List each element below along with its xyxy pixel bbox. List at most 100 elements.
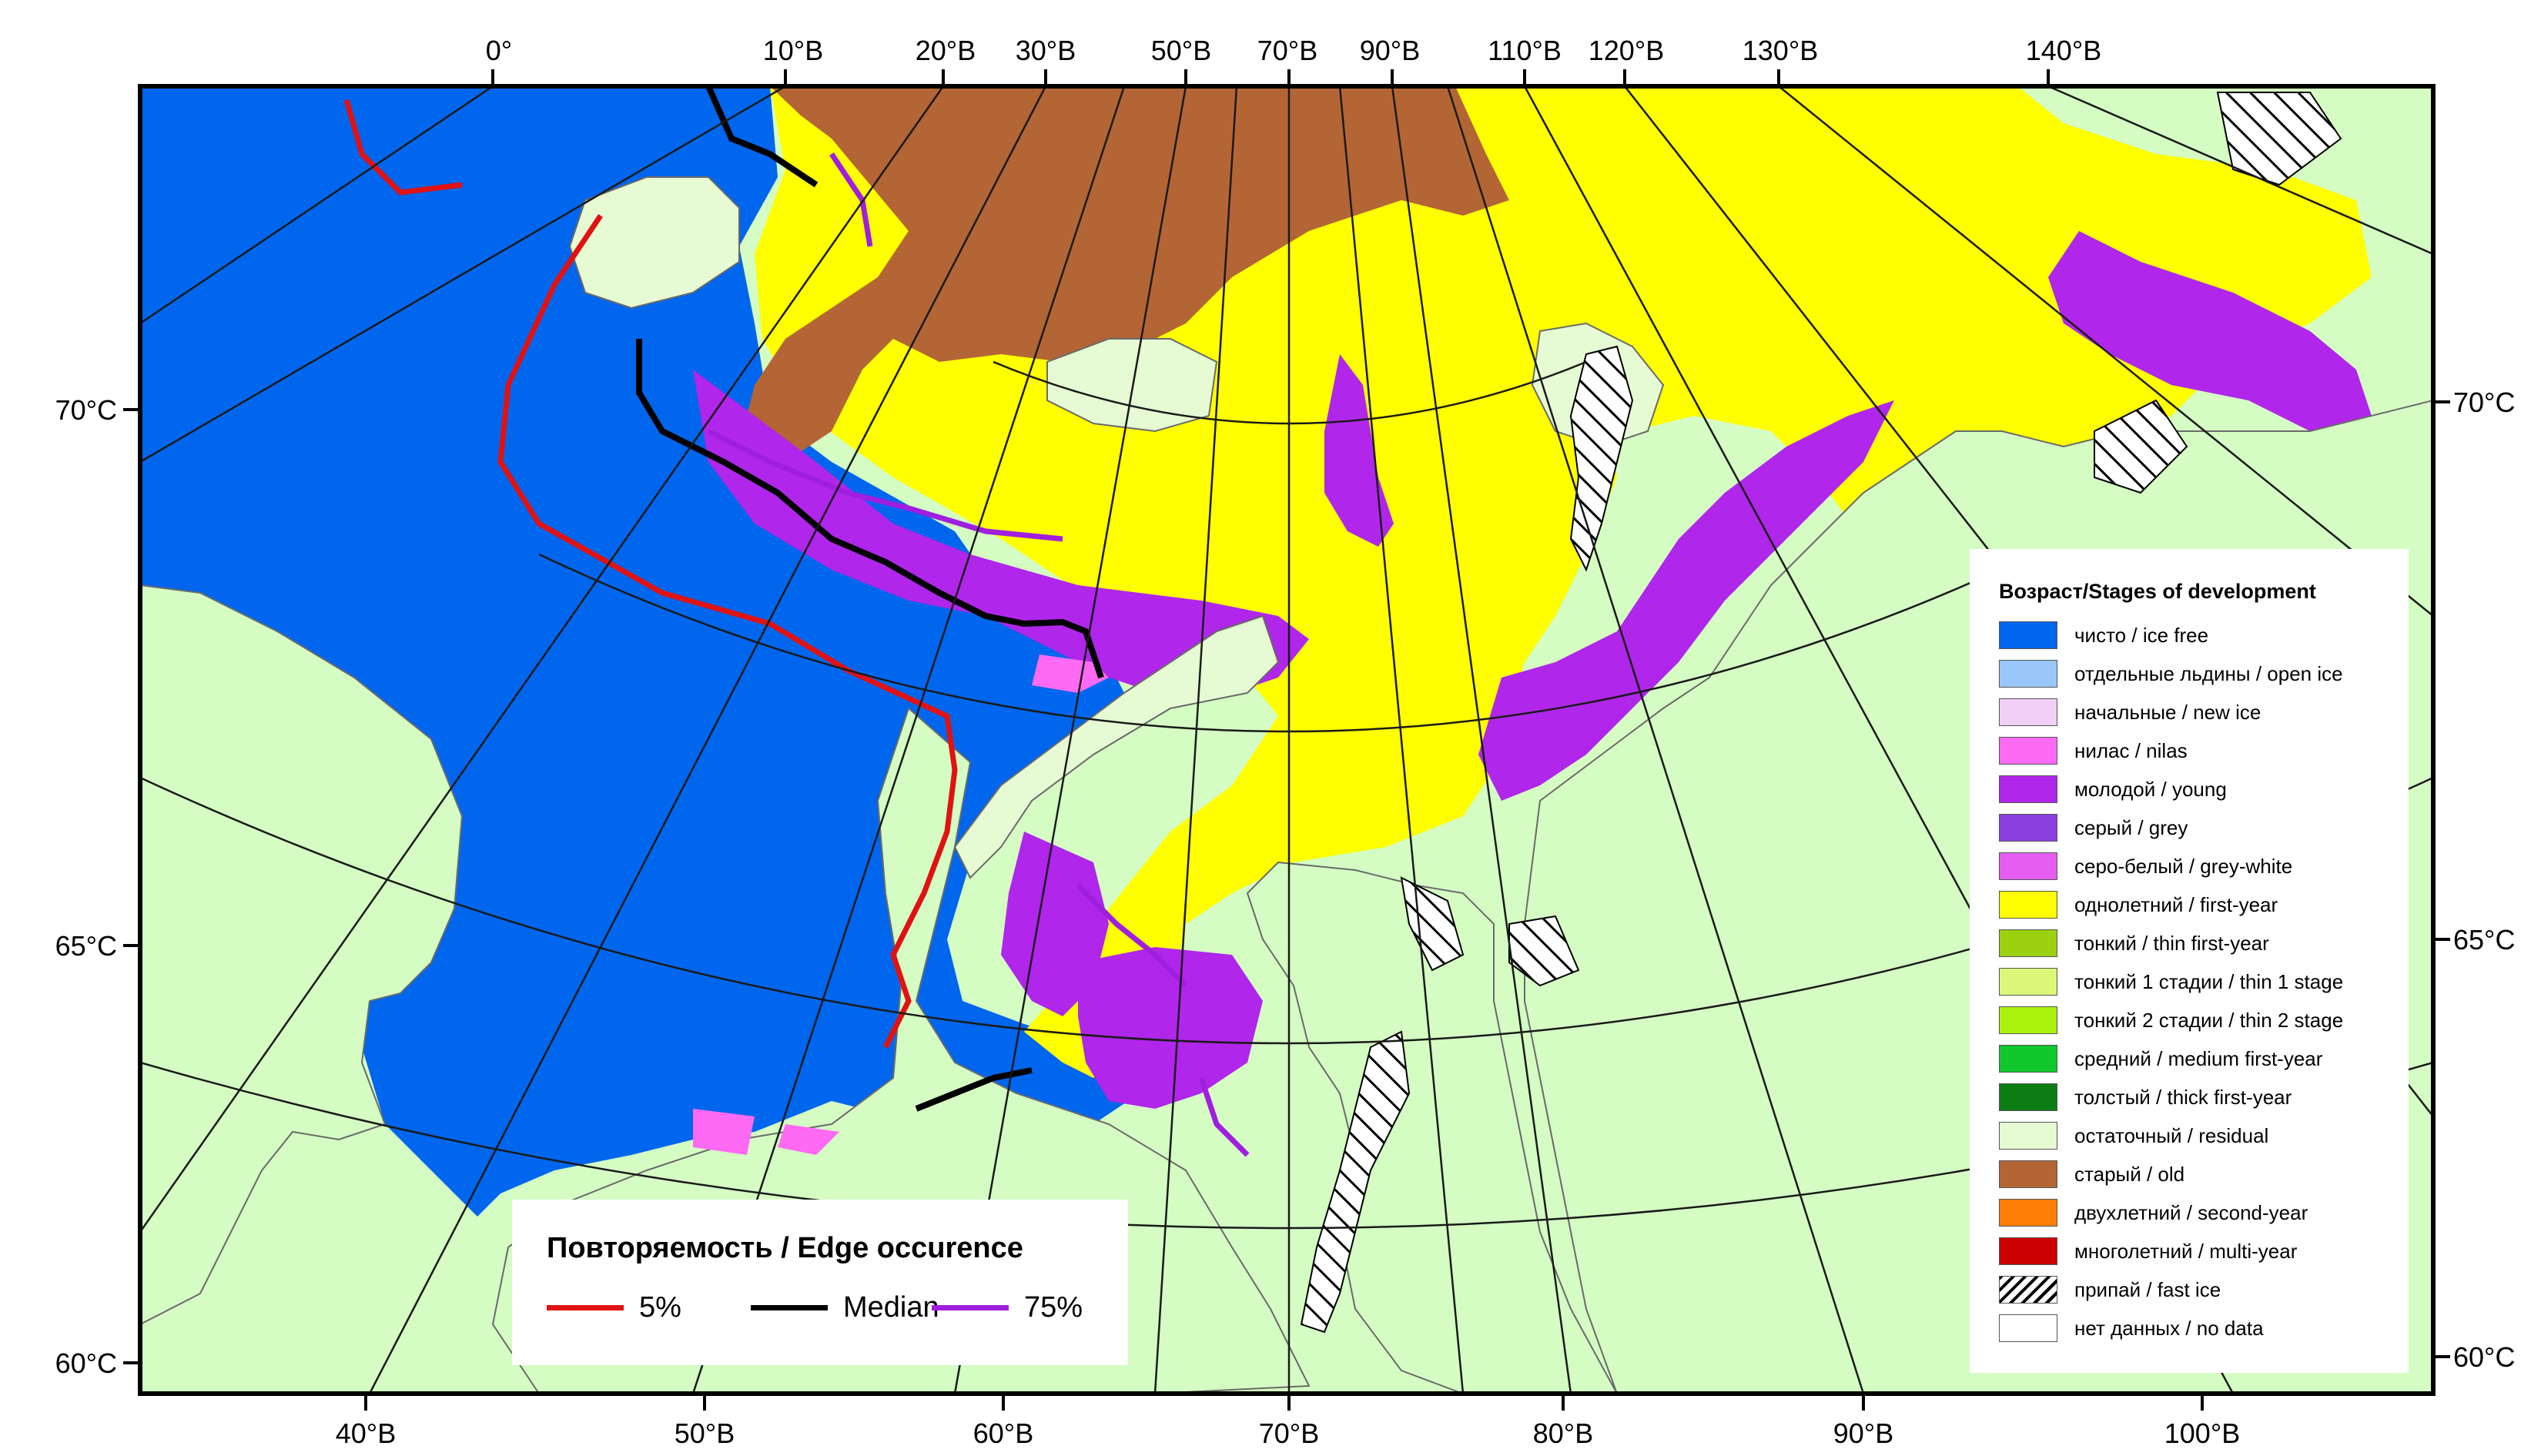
svalbard-residual bbox=[568, 176, 740, 310]
left-axis-labels: 70°С 65°С 60°С bbox=[55, 394, 117, 1379]
stage-legend-label: отдельные льдины / open ice bbox=[2074, 661, 2343, 685]
bottom-label: 50°В bbox=[675, 1418, 735, 1449]
stage-legend-item: тонкий 1 стадии / thin 1 stage bbox=[1999, 966, 2343, 997]
edge-line-median bbox=[636, 86, 1104, 1112]
young-ice-band-laptev bbox=[2048, 231, 2372, 431]
edge-legend-swatch bbox=[932, 1304, 1009, 1310]
top-label: 120°В bbox=[1589, 35, 1664, 66]
young-ice-patch-kara bbox=[1324, 354, 1394, 547]
top-label: 50°В bbox=[1151, 35, 1211, 66]
right-label: 60°С bbox=[2453, 1341, 2515, 1373]
edge-legend-swatch bbox=[547, 1304, 624, 1310]
top-label: 140°В bbox=[2026, 35, 2101, 66]
ice-free-region bbox=[140, 86, 1140, 1217]
map-frame bbox=[138, 84, 2436, 1396]
stage-legend-label: начальные / new ice bbox=[2074, 700, 2261, 724]
stage-legend-swatch bbox=[1999, 814, 2057, 842]
edge-legend-swatch bbox=[751, 1304, 828, 1310]
stage-legend-swatch bbox=[1999, 1314, 2057, 1342]
stage-legend-label: тонкий / thin first-year bbox=[2074, 931, 2269, 955]
stage-legend-item: многолетний / multi-year bbox=[1999, 1236, 2297, 1267]
fast-ice-yenisei bbox=[1300, 1030, 1411, 1334]
stage-legend-label: старый / old bbox=[2074, 1162, 2185, 1186]
stage-legend-label: однолетний / first-year bbox=[2074, 892, 2278, 916]
stage-legend-swatch bbox=[1999, 1083, 2057, 1111]
bottom-label: 40°В bbox=[336, 1418, 396, 1449]
right-label: 70°С bbox=[2453, 387, 2515, 418]
fast-ice-gulf bbox=[1400, 876, 1580, 987]
stage-legend-swatch bbox=[1999, 698, 2057, 726]
stage-legend-label: серо-белый / grey-white bbox=[2074, 854, 2293, 878]
stage-legend-item: нилас / nilas bbox=[1999, 735, 2188, 766]
stage-legend-swatch bbox=[1999, 1276, 2057, 1304]
stage-legend-swatch bbox=[1999, 1122, 2057, 1150]
stage-legend-item: тонкий 2 стадии / thin 2 stage bbox=[1999, 1005, 2343, 1036]
edge-legend-label: 75% bbox=[1024, 1290, 1083, 1324]
edge-legend-label: Median bbox=[843, 1290, 939, 1324]
stage-legend-swatch bbox=[1999, 1045, 2057, 1073]
stage-legend-swatch bbox=[1999, 621, 2057, 649]
stage-legend-item: средний / medium first-year bbox=[1999, 1043, 2322, 1074]
stage-legend-label: припай / fast ice bbox=[2074, 1277, 2221, 1301]
stage-legend-label: чисто / ice free bbox=[2074, 623, 2209, 647]
stage-legend-swatch bbox=[1999, 1160, 2057, 1188]
stage-legend-swatch bbox=[1999, 1199, 2057, 1227]
stage-legend-item: начальные / new ice bbox=[1999, 697, 2261, 728]
edge-legend-title: Повторяемость / Edge occurence bbox=[547, 1232, 1023, 1264]
top-label: 30°В bbox=[1016, 35, 1076, 66]
top-label: 0° bbox=[486, 35, 512, 66]
edge-legend-item-5pct: 5% bbox=[547, 1290, 681, 1324]
stage-legend-label: молодой / young bbox=[2074, 777, 2227, 801]
stage-legend-label: тонкий 2 стадии / thin 2 stage bbox=[2074, 1008, 2344, 1032]
scandinavia-land bbox=[140, 584, 464, 1326]
stage-legend-item: тонкий / thin first-year bbox=[1999, 928, 2269, 959]
stage-legend-item: остаточный / residual bbox=[1999, 1120, 2268, 1151]
stage-legend-label: многолетний / multi-year bbox=[2074, 1239, 2298, 1263]
stage-legend-swatch bbox=[1999, 737, 2057, 765]
edge-legend-item-75pct: 75% bbox=[932, 1290, 1083, 1324]
bottom-label: 80°В bbox=[1533, 1418, 1593, 1449]
edge-legend-item-median: Median bbox=[751, 1290, 939, 1324]
bottom-axis-labels: 40°В 50°В 60°В 70°В 80°В 90°В 100°В bbox=[336, 1418, 2240, 1449]
stage-legend-label: толстый / thick first-year bbox=[2074, 1085, 2292, 1109]
stage-legend-label: серый / grey bbox=[2074, 815, 2188, 839]
bottom-label: 60°В bbox=[973, 1418, 1033, 1449]
left-label: 65°С bbox=[55, 930, 117, 962]
stage-legend-item: припай / fast ice bbox=[1999, 1274, 2221, 1305]
stages-legend: Возраст/Stages of development чисто / ic… bbox=[1970, 549, 2409, 1373]
stage-legend-item: старый / old bbox=[1999, 1159, 2184, 1190]
stage-legend-swatch bbox=[1999, 660, 2057, 688]
right-axis-labels: 70°С 65°С 60°С bbox=[2453, 387, 2515, 1373]
stage-legend-item: серый / grey bbox=[1999, 812, 2188, 843]
stage-legend-swatch bbox=[1999, 1006, 2057, 1034]
novaya-zemlya-residual bbox=[953, 614, 1280, 879]
stage-legend-item: двухлетний / second-year bbox=[1999, 1197, 2308, 1228]
stage-legend-item: серо-белый / grey-white bbox=[1999, 851, 2292, 882]
young-ice-band-east bbox=[1478, 400, 1894, 801]
stage-legend-item: молодой / young bbox=[1999, 774, 2227, 805]
yamal-land bbox=[1246, 861, 1619, 1394]
bottom-label: 70°В bbox=[1259, 1418, 1319, 1449]
franz-josef-residual bbox=[1046, 338, 1218, 433]
top-label: 20°В bbox=[916, 35, 976, 66]
edge-occurrence-legend: Повторяемость / Edge occurence 5% Median… bbox=[512, 1200, 1128, 1365]
stage-legend-swatch bbox=[1999, 968, 2057, 996]
top-label: 130°В bbox=[1743, 35, 1818, 66]
left-label: 70°С bbox=[55, 394, 117, 426]
stage-legend-label: нет данных / no data bbox=[2074, 1316, 2264, 1340]
top-label: 90°В bbox=[1360, 35, 1420, 66]
stage-legend-label: средний / medium first-year bbox=[2074, 1046, 2323, 1070]
stage-legend-item: отдельные льдины / open ice bbox=[1999, 658, 2343, 689]
young-ice-band-south bbox=[1001, 832, 1263, 1109]
right-label: 65°С bbox=[2453, 924, 2515, 956]
stage-legend-label: остаточный / residual bbox=[2074, 1123, 2269, 1147]
edge-legend-label: 5% bbox=[639, 1290, 681, 1324]
bottom-label: 90°В bbox=[1833, 1418, 1893, 1449]
stage-legend-item: толстый / thick first-year bbox=[1999, 1082, 2292, 1113]
top-label: 70°В bbox=[1257, 35, 1317, 66]
stage-legend-swatch bbox=[1999, 1237, 2057, 1265]
stage-legend-item: нет данных / no data bbox=[1999, 1313, 2264, 1344]
stage-legend-swatch bbox=[1999, 929, 2057, 957]
stage-legend-label: нилас / nilas bbox=[2074, 738, 2188, 762]
old-ice-region bbox=[739, 86, 1509, 462]
